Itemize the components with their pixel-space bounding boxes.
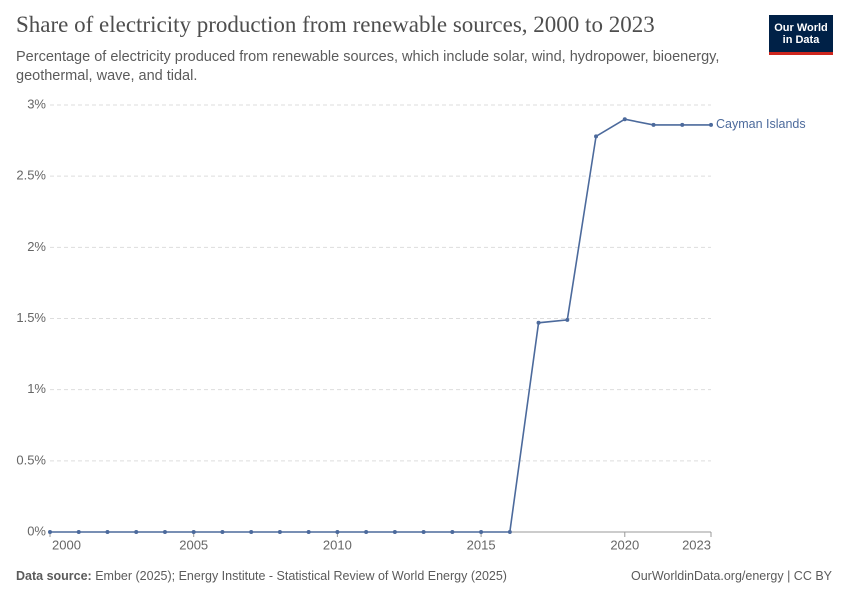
y-tick-label: 1.5% — [16, 310, 46, 325]
x-tick-label: 2005 — [179, 537, 208, 552]
y-tick-label: 2.5% — [16, 168, 46, 183]
source-note: Data source: Ember (2025); Energy Instit… — [16, 569, 507, 583]
data-point — [392, 530, 397, 534]
y-tick-label: 1% — [27, 381, 46, 396]
data-point — [536, 320, 541, 325]
data-point — [421, 530, 426, 534]
data-point — [105, 530, 110, 534]
y-tick-label: 0.5% — [16, 452, 46, 467]
x-tick-label: 2023 — [682, 537, 711, 552]
data-point — [249, 530, 254, 534]
logo[interactable]: Our World in Data — [769, 15, 833, 55]
y-tick-label: 3% — [27, 96, 46, 111]
data-point — [191, 530, 196, 534]
data-point — [594, 134, 599, 139]
data-point — [277, 530, 282, 534]
data-point — [565, 317, 570, 322]
data-point — [335, 530, 340, 534]
data-point — [450, 530, 455, 534]
x-tick-label: 2015 — [467, 537, 496, 552]
source: Ember (2025); Energy Institute - Statist… — [95, 569, 507, 583]
data-point — [162, 530, 167, 534]
data-point — [680, 122, 685, 127]
data-point — [507, 530, 512, 534]
logo-line: in Data — [782, 33, 820, 46]
y-tick-label: 2% — [27, 239, 46, 254]
data-point — [48, 530, 52, 534]
data-point — [709, 122, 713, 127]
credit: OurWorldinData.org/energy | CC BY — [630, 569, 832, 583]
data-point — [479, 530, 484, 534]
chart-title: Share of electricity production from ren… — [16, 12, 655, 37]
x-tick-label: 2020 — [610, 537, 639, 552]
logo-line: Our World — [774, 21, 828, 34]
data-point — [622, 117, 627, 122]
data-point — [651, 122, 656, 127]
source-label: Data source: — [16, 569, 92, 583]
series-line — [50, 118, 711, 533]
legend-label: Cayman Islands — [716, 117, 806, 131]
data-point — [306, 530, 311, 534]
data-point — [76, 530, 81, 534]
data-point — [220, 530, 225, 534]
chart-subtitle: Percentage of electricity produced from … — [16, 49, 720, 84]
data-point — [134, 530, 139, 534]
x-tick-label: 2010 — [323, 537, 352, 552]
data-point — [364, 530, 369, 534]
x-tick-label: 2000 — [52, 537, 81, 552]
y-tick-label: 0% — [27, 523, 46, 538]
